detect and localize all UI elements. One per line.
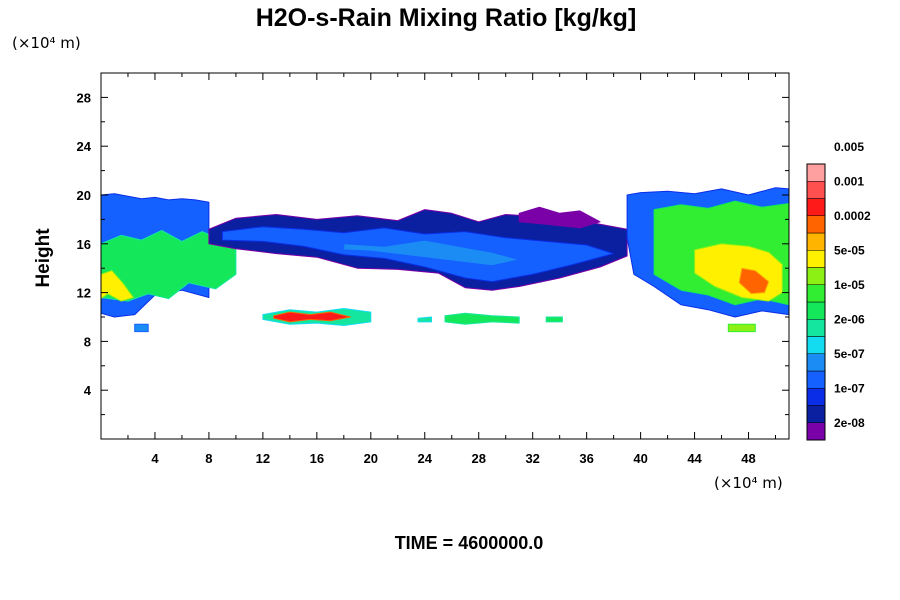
colorbar-swatch [806, 250, 826, 268]
colorbar-swatch [806, 198, 826, 216]
x-tick-label: 12 [256, 451, 270, 466]
x-axis-unit: (×10⁴ m) [714, 474, 783, 492]
x-tick-label: 16 [310, 451, 324, 466]
x-tick-label: 40 [633, 451, 647, 466]
colorbar-label: 5e-05 [834, 243, 865, 257]
colorbar-swatch [806, 267, 826, 285]
y-tick-label: 12 [77, 286, 91, 301]
x-axis-ticks: 4 8 12 16 20 24 28 32 36 40 44 48 [127, 73, 777, 466]
x-tick-label: 44 [687, 451, 702, 466]
mixing-ratio-region [100, 270, 134, 302]
colorbar-swatch [806, 301, 826, 320]
x-tick-label: 8 [205, 451, 212, 466]
colorbar-swatch [806, 319, 826, 337]
time-label: TIME = 4600000.0 [395, 533, 544, 553]
y-tick-label: 24 [77, 139, 92, 154]
colorbar-swatch [806, 405, 826, 423]
colorbar-label: 0.001 [834, 174, 864, 188]
x-tick-label: 32 [525, 451, 539, 466]
colorbar-label: 0.005 [834, 140, 864, 154]
x-tick-label: 4 [151, 451, 159, 466]
mixing-ratio-region [738, 267, 770, 295]
y-tick-label: 20 [77, 188, 91, 203]
mixing-ratio-region [417, 316, 432, 323]
y-axis-label: Height [33, 228, 54, 288]
mixing-ratio-region [273, 311, 352, 323]
colorbar-swatch [806, 388, 826, 406]
colorbar-label: 5e-07 [834, 347, 865, 361]
colorbar-swatch [806, 336, 826, 354]
mixing-ratio-region [444, 312, 520, 325]
colorbar: 2e-08 1e-07 5e-07 2e-06 1e-05 5e-05 0.0002 0.00… [806, 140, 871, 441]
mixing-ratio-region [545, 316, 563, 323]
colorbar-swatch [806, 232, 826, 251]
mixing-ratio-region [727, 323, 756, 333]
colorbar-swatch [806, 370, 826, 389]
y-tick-label: 8 [84, 334, 91, 349]
x-tick-label: 28 [471, 451, 485, 466]
y-tick-label: 28 [77, 90, 91, 105]
data-regions [100, 187, 790, 333]
y-tick-label: 4 [84, 383, 92, 398]
colorbar-label: 1e-05 [834, 278, 865, 292]
colorbar-swatch [806, 284, 826, 303]
mixing-ratio-region [134, 323, 149, 333]
colorbar-label: 1e-07 [834, 381, 865, 395]
colorbar-label: 0.0002 [834, 209, 871, 223]
colorbar-label: 2e-06 [834, 312, 865, 326]
plot-frame [100, 72, 790, 440]
x-tick-label: 48 [741, 451, 755, 466]
colorbar-swatch [806, 353, 826, 372]
x-tick-label: 36 [579, 451, 593, 466]
mixing-ratio-region [518, 206, 601, 229]
y-axis-unit: (×10⁴ m) [12, 34, 81, 52]
y-axis-ticks: 4 8 12 16 20 24 28 [77, 90, 789, 416]
mixing-ratio-region [343, 239, 520, 267]
colorbar-label: 2e-08 [834, 416, 865, 430]
colorbar-swatch [806, 163, 826, 182]
x-tick-label: 20 [364, 451, 378, 466]
mixing-ratio-region [100, 229, 237, 302]
colorbar-swatch [806, 422, 826, 441]
x-tick-label: 24 [418, 451, 433, 466]
y-tick-label: 16 [77, 237, 91, 252]
chart-title: H2O-s-Rain Mixing Ratio [kg/kg] [256, 4, 637, 32]
colorbar-frame [806, 163, 826, 441]
colorbar-swatch [806, 181, 826, 199]
colorbar-swatch [806, 215, 826, 234]
